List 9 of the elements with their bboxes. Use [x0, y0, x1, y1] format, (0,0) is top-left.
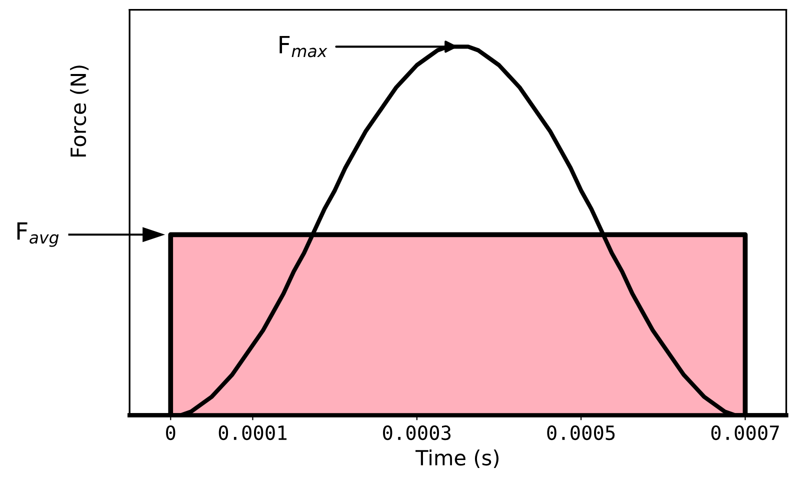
x-tick-label: 0.0005	[547, 425, 615, 440]
x-axis-title: Time (s)	[416, 449, 498, 468]
x-tick-label: 0.0007	[711, 425, 779, 440]
x-tick-label: 0.0001	[218, 425, 287, 440]
y-axis-title: Force (N)	[70, 66, 89, 157]
x-tick-label: 0.0003	[383, 425, 451, 440]
annotation: F$_{max}$	[280, 36, 328, 58]
x-tick-label: 0	[166, 425, 176, 440]
text: F$_{avg}$	[17, 222, 59, 247]
